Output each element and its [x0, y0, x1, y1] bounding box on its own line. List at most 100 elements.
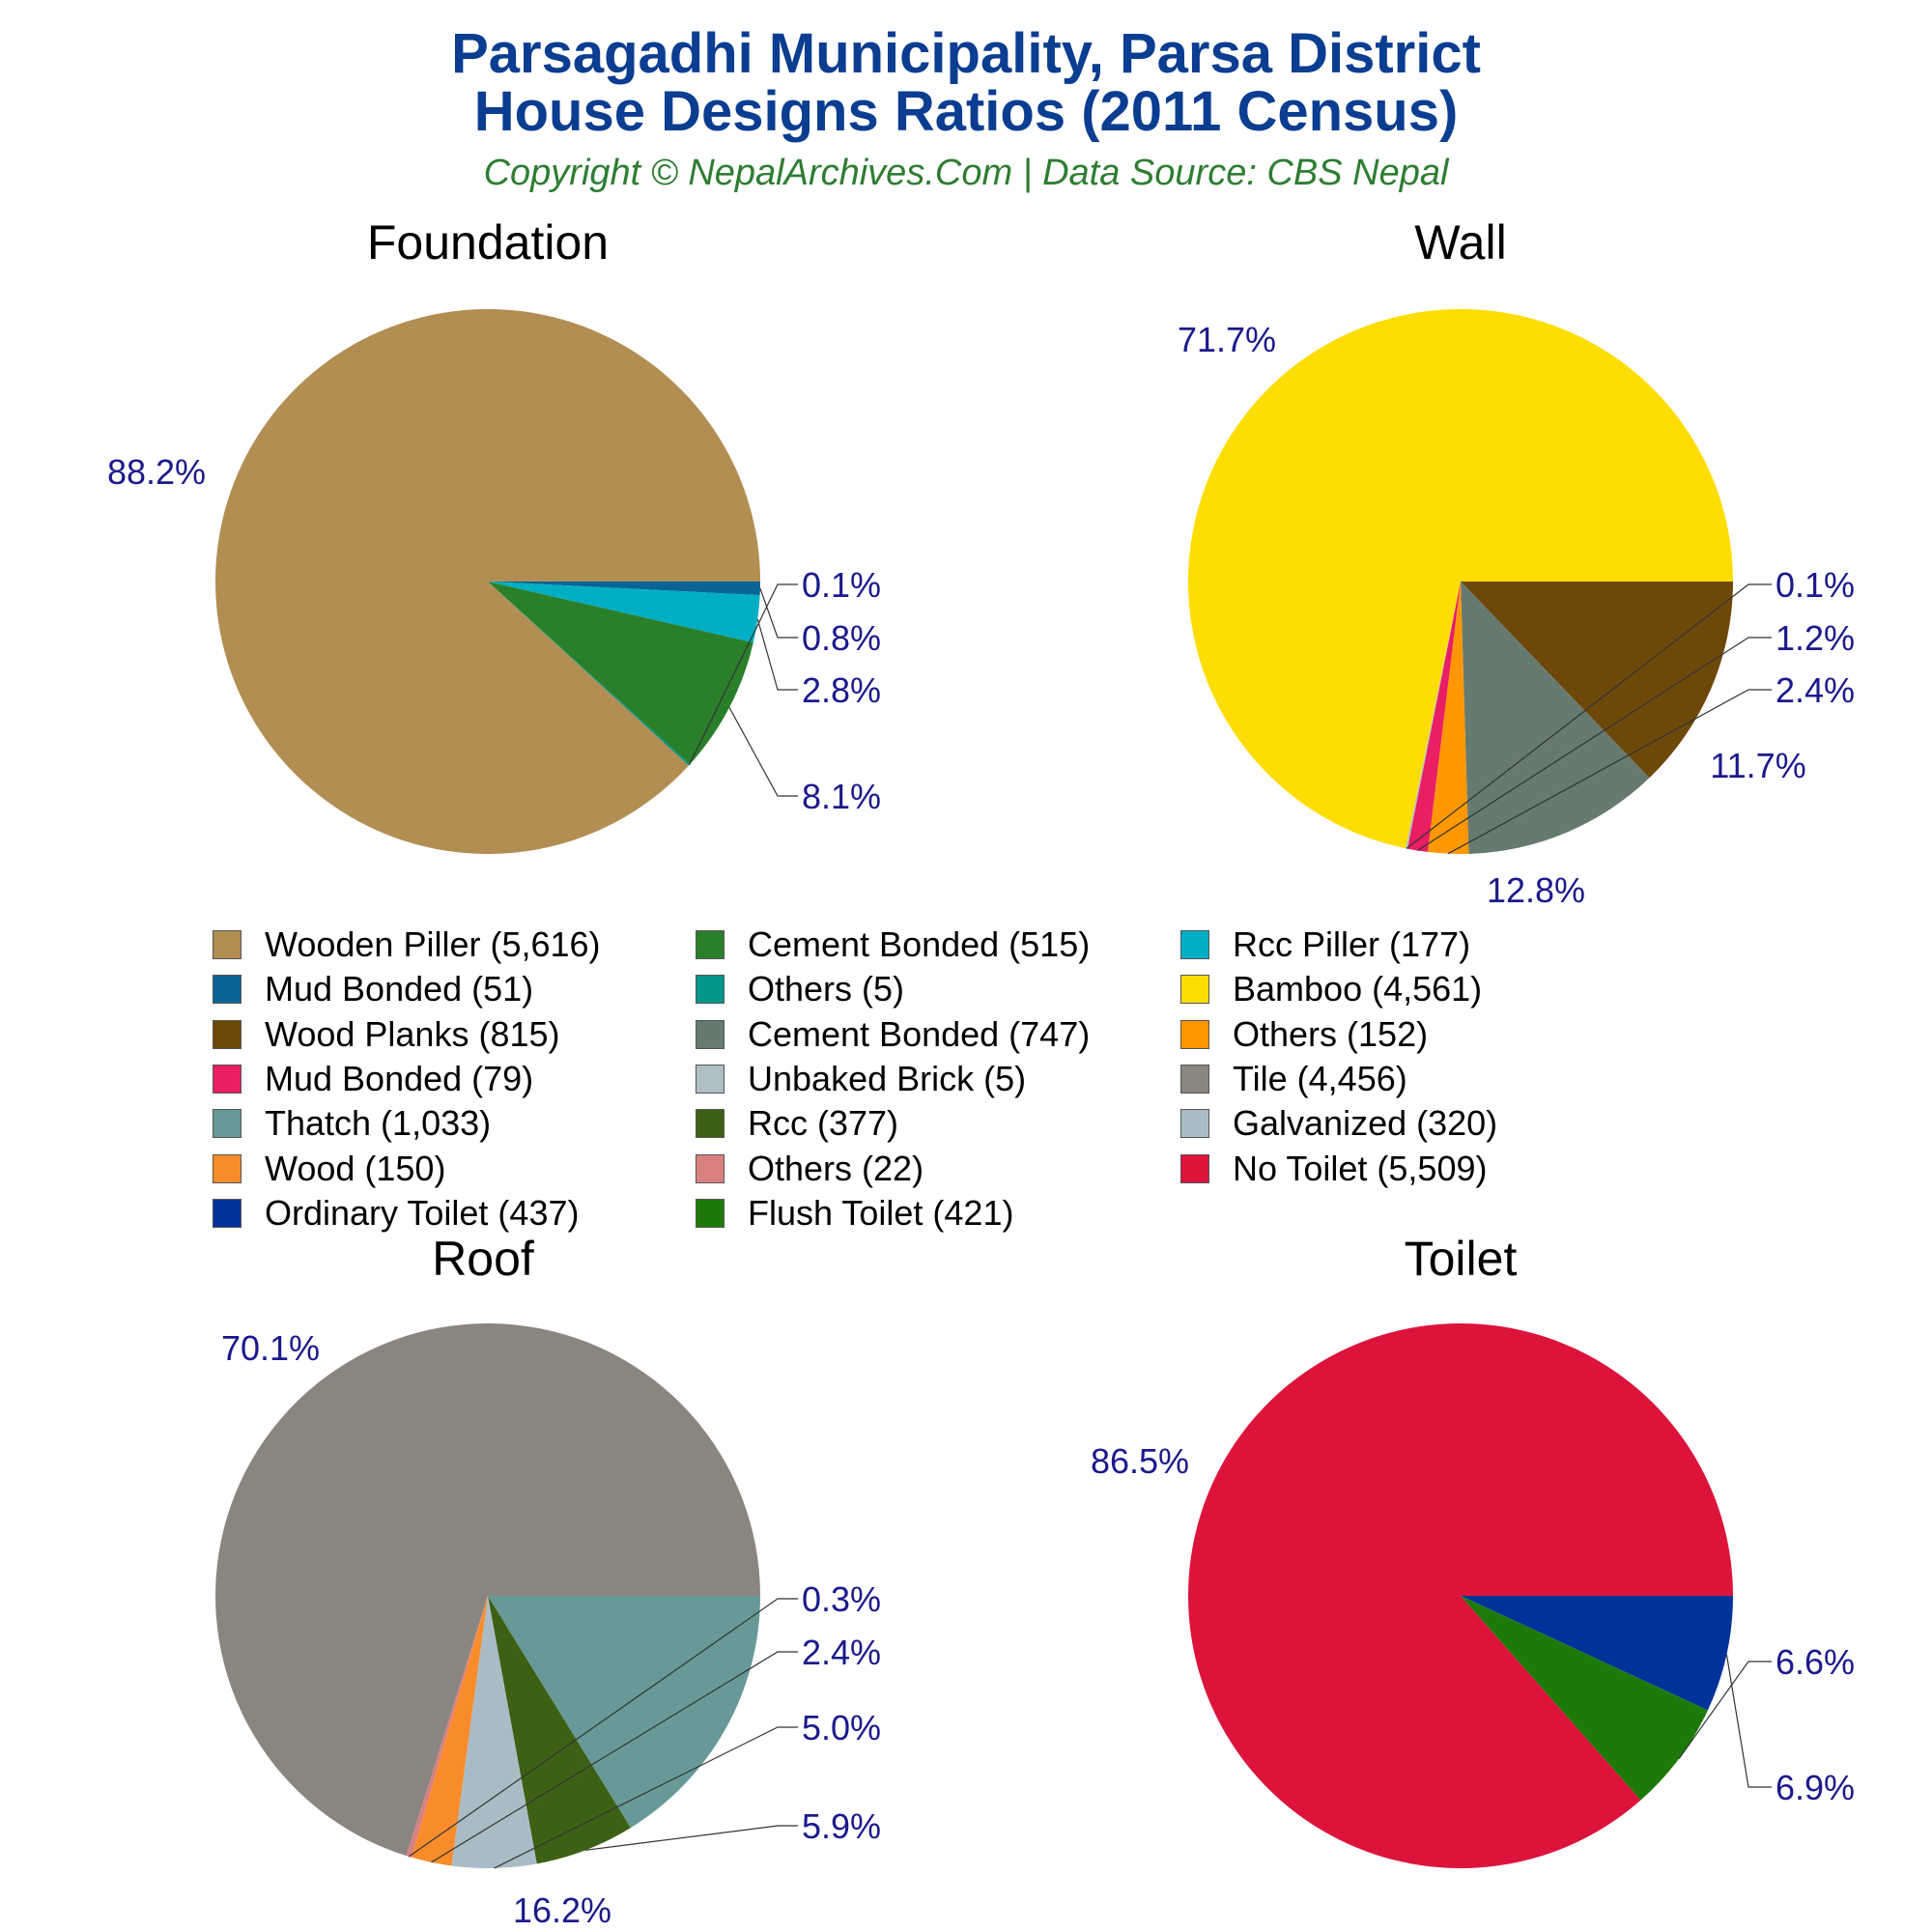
- legend-item: Wood (150): [213, 1148, 446, 1188]
- pie-slice-foundation-rcc-piller: [488, 582, 760, 643]
- pie-slice-toilet-flush-toilet: [1461, 1596, 1708, 1801]
- data-label-roof-rcc: 5.9%: [802, 1806, 881, 1846]
- pie-slice-foundation-cement-bonded: [488, 582, 753, 765]
- legend-swatch: [696, 1064, 724, 1094]
- legend-label: Others (5): [748, 969, 905, 1009]
- legend-label: Rcc Piller (177): [1233, 924, 1471, 964]
- legend-item: Cement Bonded (515): [696, 924, 1091, 964]
- data-label-roof-wood: 2.4%: [802, 1633, 881, 1672]
- pie-slice-toilet-ordinary-toilet: [1461, 1596, 1733, 1711]
- legend-item: Wooden Piller (5,616): [213, 924, 601, 964]
- pie-slice-foundation-others: [488, 582, 691, 766]
- chart-title-line-1: Parsagadhi Municipality, Parsa District: [451, 22, 1481, 85]
- data-label-wall-mud-bonded: 1.2%: [1776, 618, 1855, 658]
- legend-swatch: [696, 1019, 724, 1049]
- legend-item: Thatch (1,033): [213, 1103, 492, 1144]
- pie-roof: Roof 70.1% 16.2% 0.3% 2.4% 5.0% 5.9%: [214, 1232, 881, 1930]
- legend-item: Rcc (377): [696, 1103, 899, 1144]
- legend-item: Wood Planks (815): [213, 1014, 560, 1054]
- pie-slice-wall-bamboo: [1188, 308, 1733, 849]
- data-label-foundation-cement-bonded: 8.1%: [802, 777, 881, 816]
- pie-slice-wall-unbaked-brick: [1406, 582, 1461, 849]
- data-label-roof-tile: 70.1%: [221, 1328, 320, 1368]
- data-label-roof-thatch: 16.2%: [513, 1890, 611, 1930]
- pie-slice-wall-others: [1427, 582, 1469, 854]
- legend-swatch: [1180, 975, 1209, 1005]
- legend-item: Ordinary Toilet (437): [213, 1192, 580, 1233]
- legend-swatch: [696, 1109, 724, 1139]
- legend-label: Wood (150): [265, 1148, 446, 1188]
- legend-label: Others (22): [748, 1148, 924, 1188]
- data-label-foundation-rcc-piller: 2.8%: [802, 670, 881, 710]
- legend-label: Tile (4,456): [1233, 1058, 1407, 1098]
- data-label-foundation-wooden-piller: 88.2%: [107, 452, 206, 492]
- legend-label: Thatch (1,033): [265, 1103, 492, 1144]
- leader-line: [494, 1726, 798, 1869]
- legend-item: Others (152): [1180, 1013, 1429, 1054]
- legend-label: Others (152): [1233, 1013, 1429, 1054]
- legend-label: Bamboo (4,561): [1233, 969, 1483, 1009]
- pie-title-roof: Roof: [432, 1232, 534, 1286]
- pie-title-toilet: Toilet: [1405, 1232, 1518, 1286]
- pie-slice-foundation-wooden-piller: [214, 309, 760, 854]
- legend-item: Others (22): [696, 1148, 924, 1188]
- legend-item: Mud Bonded (51): [213, 969, 534, 1009]
- leader-line: [1725, 1654, 1772, 1788]
- legend-label: Flush Toilet (421): [748, 1192, 1014, 1233]
- legend-swatch: [1180, 1153, 1209, 1183]
- legend-swatch: [696, 1153, 724, 1183]
- legend-swatch: [1180, 930, 1209, 959]
- legend-label: Mud Bonded (51): [265, 969, 534, 1009]
- leader-line: [759, 587, 798, 639]
- legend-item: Flush Toilet (421): [696, 1192, 1014, 1233]
- legend-swatch: [1180, 1019, 1209, 1049]
- data-label-wall-wood-planks: 12.8%: [1487, 870, 1585, 910]
- data-label-foundation-mud-bonded: 0.8%: [802, 618, 881, 658]
- legend-swatch: [213, 1198, 242, 1228]
- legend-swatch: [213, 1064, 242, 1094]
- legend-swatch: [696, 1198, 724, 1228]
- pie-slice-roof-wood: [411, 1596, 488, 1866]
- leader-line: [689, 583, 798, 766]
- legend-label: Unbaked Brick (5): [748, 1058, 1027, 1098]
- pie-foundation: Foundation 88.2% 0.1% 0.8% 2.8% 8.1%: [107, 215, 881, 854]
- data-label-roof-galvanized: 5.0%: [802, 1708, 881, 1747]
- legend-swatch: [696, 975, 724, 1005]
- leader-line: [1447, 689, 1772, 855]
- legend-label: Mud Bonded (79): [265, 1058, 534, 1098]
- legend-label: Cement Bonded (515): [748, 924, 1091, 964]
- legend-item: Rcc Piller (177): [1180, 924, 1471, 964]
- data-label-toilet-ordinary-toilet: 6.9%: [1776, 1768, 1855, 1807]
- leader-line: [756, 618, 798, 691]
- pie-slice-roof-rcc: [488, 1596, 631, 1864]
- pie-title-foundation: Foundation: [367, 215, 609, 270]
- leader-line: [408, 1598, 798, 1858]
- legend-swatch: [213, 1153, 242, 1183]
- legend-label: Rcc (377): [748, 1103, 899, 1144]
- data-label-wall-bamboo: 71.7%: [1178, 320, 1276, 359]
- leader-line: [1417, 637, 1772, 851]
- pie-title-wall: Wall: [1414, 215, 1506, 270]
- legend-item: Cement Bonded (747): [696, 1013, 1091, 1054]
- chart-title-line-2: House Designs Ratios (2011 Census): [473, 80, 1459, 143]
- legend-swatch: [696, 930, 724, 959]
- leader-line: [584, 1825, 798, 1851]
- legend-swatch: [213, 1109, 242, 1139]
- leader-line: [1678, 1661, 1772, 1759]
- pie-slice-wall-cement-bonded: [1461, 582, 1650, 854]
- legend-item: Tile (4,456): [1180, 1058, 1407, 1098]
- pie-slice-roof-galvanized: [451, 1596, 537, 1868]
- leader-line: [1406, 583, 1772, 849]
- legend-item: Mud Bonded (79): [213, 1058, 534, 1098]
- data-label-toilet-no-toilet: 86.5%: [1091, 1441, 1189, 1481]
- legend-label: Cement Bonded (747): [748, 1013, 1091, 1054]
- legend-label: Ordinary Toilet (437): [265, 1192, 580, 1233]
- legend-item: Others (5): [696, 969, 905, 1009]
- legend-swatch: [1180, 1064, 1209, 1094]
- data-label-foundation-others: 0.1%: [802, 565, 881, 605]
- data-label-wall-unbaked-brick: 0.1%: [1776, 565, 1855, 605]
- legend-item: Unbaked Brick (5): [696, 1058, 1027, 1098]
- pie-slice-roof-others: [406, 1596, 488, 1858]
- legend-swatch: [213, 975, 242, 1005]
